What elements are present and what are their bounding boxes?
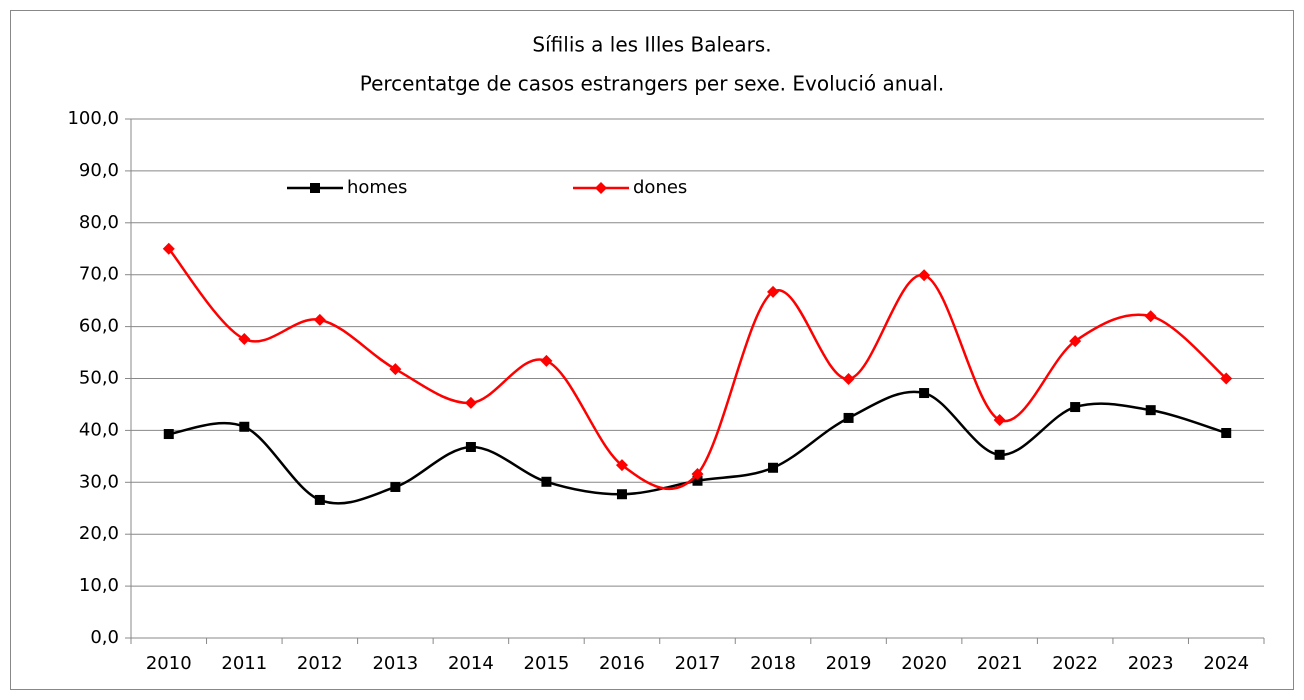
marker (314, 494, 325, 505)
y-tick-label: 70,0 (79, 264, 119, 285)
marker (465, 442, 476, 453)
y-tick-label: 100,0 (67, 108, 119, 129)
line (167, 247, 1228, 491)
marker (993, 414, 1006, 427)
y-tick-label: 20,0 (79, 523, 119, 544)
marker (389, 363, 402, 376)
x-tick-label: 2010 (146, 653, 192, 674)
marker (615, 459, 628, 472)
chart-border (10, 10, 1294, 690)
y-tick-label: 80,0 (79, 212, 119, 233)
marker (768, 462, 779, 473)
x-tick-label: 2013 (372, 653, 418, 674)
x-tick-label: 2021 (977, 653, 1023, 674)
y-tick-label: 0,0 (90, 627, 119, 648)
legend-label: homes (347, 177, 407, 198)
x-tick-label: 2018 (750, 653, 796, 674)
marker (595, 182, 607, 194)
marker (238, 333, 251, 346)
x-tick-label: 2015 (524, 653, 570, 674)
marker (1069, 335, 1082, 348)
marker (163, 429, 174, 440)
x-tick-label: 2012 (297, 653, 343, 674)
chart-subtitle: Percentatge de casos estrangers per sexe… (360, 72, 945, 96)
marker (310, 183, 320, 193)
marker (540, 354, 553, 367)
marker (692, 475, 703, 486)
marker (842, 373, 855, 386)
marker (994, 449, 1005, 460)
marker (1070, 402, 1081, 413)
x-tick-label: 2020 (901, 653, 947, 674)
marker (541, 476, 552, 487)
marker (313, 313, 326, 326)
marker (1221, 427, 1232, 438)
x-tick-label: 2017 (675, 653, 721, 674)
marker (843, 412, 854, 423)
marker (767, 285, 780, 298)
x-tick-label: 2019 (826, 653, 872, 674)
marker (390, 481, 401, 492)
marker (918, 269, 931, 282)
x-tick-label: 2022 (1052, 653, 1098, 674)
marker (162, 242, 175, 255)
x-tick-label: 2024 (1203, 653, 1249, 674)
y-tick-label: 30,0 (79, 471, 119, 492)
marker (1145, 405, 1156, 416)
y-tick-label: 90,0 (79, 160, 119, 181)
marker (1144, 310, 1157, 323)
x-tick-label: 2014 (448, 653, 494, 674)
x-tick-label: 2011 (221, 653, 267, 674)
y-tick-label: 50,0 (79, 368, 119, 389)
x-tick-label: 2023 (1128, 653, 1174, 674)
marker (691, 467, 704, 480)
y-tick-label: 60,0 (79, 316, 119, 337)
marker (616, 489, 627, 500)
marker (919, 388, 930, 399)
marker (239, 421, 250, 432)
chart-title: Sífilis a les Illes Balears. (532, 33, 771, 57)
marker (1220, 372, 1233, 385)
y-tick-label: 40,0 (79, 419, 119, 440)
marker (464, 396, 477, 409)
x-tick-label: 2016 (599, 653, 645, 674)
y-tick-label: 10,0 (79, 575, 119, 596)
legend-label: dones (633, 177, 687, 198)
